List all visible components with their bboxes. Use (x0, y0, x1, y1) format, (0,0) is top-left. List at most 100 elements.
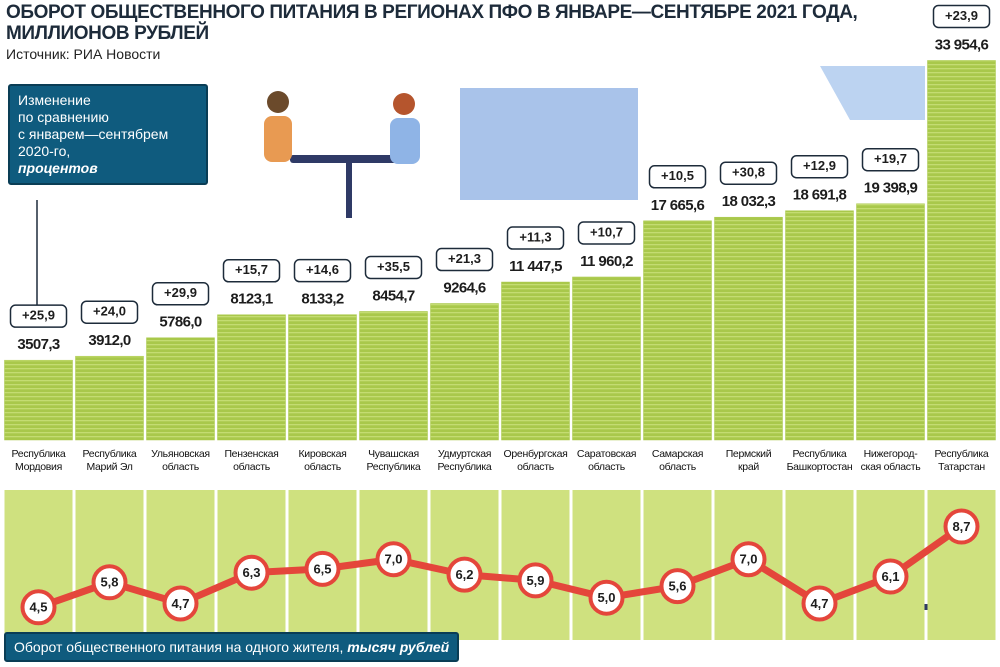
point-label: 6,3 (242, 565, 260, 580)
change-badge (80, 300, 139, 324)
change-badge (577, 221, 636, 245)
value-label: 33 954,6 (935, 36, 989, 53)
illustration-desk (890, 604, 960, 610)
illustration-table-leg (346, 163, 352, 218)
value-label: 8133,2 (301, 291, 344, 308)
bar (501, 281, 570, 441)
x-tick-label: Чувашская Республика (366, 448, 421, 473)
x-tick-label: Удмуртская Республика (437, 448, 492, 473)
line-caption-text: Оборот общественного питания на одного ж… (14, 639, 348, 655)
change-badge (222, 258, 281, 283)
change-badge (435, 247, 494, 272)
change-label: +25,9 (22, 308, 55, 323)
value-label: 3912,0 (88, 332, 131, 349)
point (375, 541, 412, 578)
change-label: +23,9 (945, 8, 978, 23)
change-badge (506, 226, 565, 250)
source: Источник: РИА Новости (6, 46, 161, 62)
point-label: 5,6 (668, 579, 686, 594)
legend-text: Изменение по сравнению с январем—сентябр… (18, 92, 169, 159)
change-label: +24,0 (93, 304, 126, 319)
bar (643, 220, 712, 441)
bar (359, 311, 428, 441)
lower-column (572, 490, 641, 640)
change-badge (790, 154, 849, 179)
point (588, 579, 625, 616)
bar (4, 359, 73, 441)
x-tick-label: Самарская область (651, 448, 704, 473)
bar (714, 216, 783, 441)
illustration-counter (460, 88, 638, 200)
point (233, 554, 270, 591)
bar (288, 314, 357, 441)
point-label: 7,0 (739, 552, 757, 567)
change-badge (9, 304, 68, 328)
value-label: 8454,7 (372, 287, 415, 304)
x-tick-label: Кировская область (298, 448, 347, 473)
x-tick-label: Оренбургская область (503, 448, 568, 473)
point (659, 568, 696, 605)
illustration-table (290, 155, 410, 163)
x-tick-label: Ульяновская область (151, 448, 210, 473)
x-tick-label: Республика Марий Эл (82, 448, 137, 473)
point-label: 6,2 (455, 567, 473, 582)
change-badge (719, 161, 778, 185)
chart-title: ОБОРОТ ОБЩЕСТВЕННОГО ПИТАНИЯ В РЕГИОНАХ … (6, 2, 858, 44)
illustration-person (390, 118, 420, 164)
point (943, 508, 980, 545)
change-badge (932, 4, 991, 29)
value-label: 9264,6 (443, 279, 486, 296)
bar (572, 276, 641, 441)
bar (856, 203, 925, 441)
point (872, 558, 909, 595)
point-label: 4,5 (29, 600, 47, 615)
point-label: 5,0 (597, 590, 615, 605)
change-badge (364, 255, 423, 280)
point-label: 8,7 (952, 519, 970, 534)
change-badge (861, 147, 920, 172)
legend-box: Изменение по сравнению с январем—сентябр… (8, 84, 208, 185)
point (517, 562, 554, 599)
point (446, 556, 483, 593)
value-label: 18 691,8 (793, 187, 847, 204)
bar (927, 60, 996, 441)
value-label: 17 665,6 (651, 197, 705, 214)
point (91, 564, 128, 601)
change-label: +30,8 (732, 165, 765, 180)
x-tick-label: Саратовская область (576, 448, 637, 473)
lower-column (643, 490, 712, 640)
illustration-person (264, 116, 292, 162)
x-tick-label: Нижегород- ская область (860, 448, 921, 473)
change-label: +29,9 (164, 285, 197, 300)
point-label: 5,9 (526, 573, 544, 588)
point-label: 6,5 (313, 561, 331, 576)
value-label: 3507,3 (17, 336, 60, 353)
bar (785, 210, 854, 441)
change-badge (293, 258, 352, 283)
point (730, 541, 767, 578)
value-label: 5786,0 (159, 314, 202, 331)
value-label: 18 032,3 (722, 193, 776, 210)
bar (217, 314, 286, 441)
value-label: 8123,1 (230, 291, 273, 308)
x-tick-label: Республика Мордовия (11, 448, 66, 473)
point-label: 6,1 (881, 569, 899, 584)
x-tick-label: Республика Башкортостан (786, 448, 853, 473)
illustration-boat (820, 66, 925, 120)
change-label: +12,9 (803, 158, 836, 173)
value-label: 19 398,9 (864, 180, 918, 197)
line-caption: Оборот общественного питания на одного ж… (4, 632, 460, 662)
point (801, 585, 838, 622)
x-tick-label: Республика Татарстан (934, 448, 989, 473)
change-label: +10,5 (661, 168, 694, 183)
change-label: +11,3 (519, 229, 551, 244)
change-label: +19,7 (874, 151, 907, 166)
point-label: 5,8 (100, 575, 118, 590)
illustration-person (393, 93, 415, 115)
x-tick-label: Пермский край (725, 448, 772, 473)
change-label: +15,7 (235, 262, 268, 277)
bar (75, 355, 144, 441)
bar (146, 337, 215, 441)
change-label: +35,5 (377, 259, 410, 274)
